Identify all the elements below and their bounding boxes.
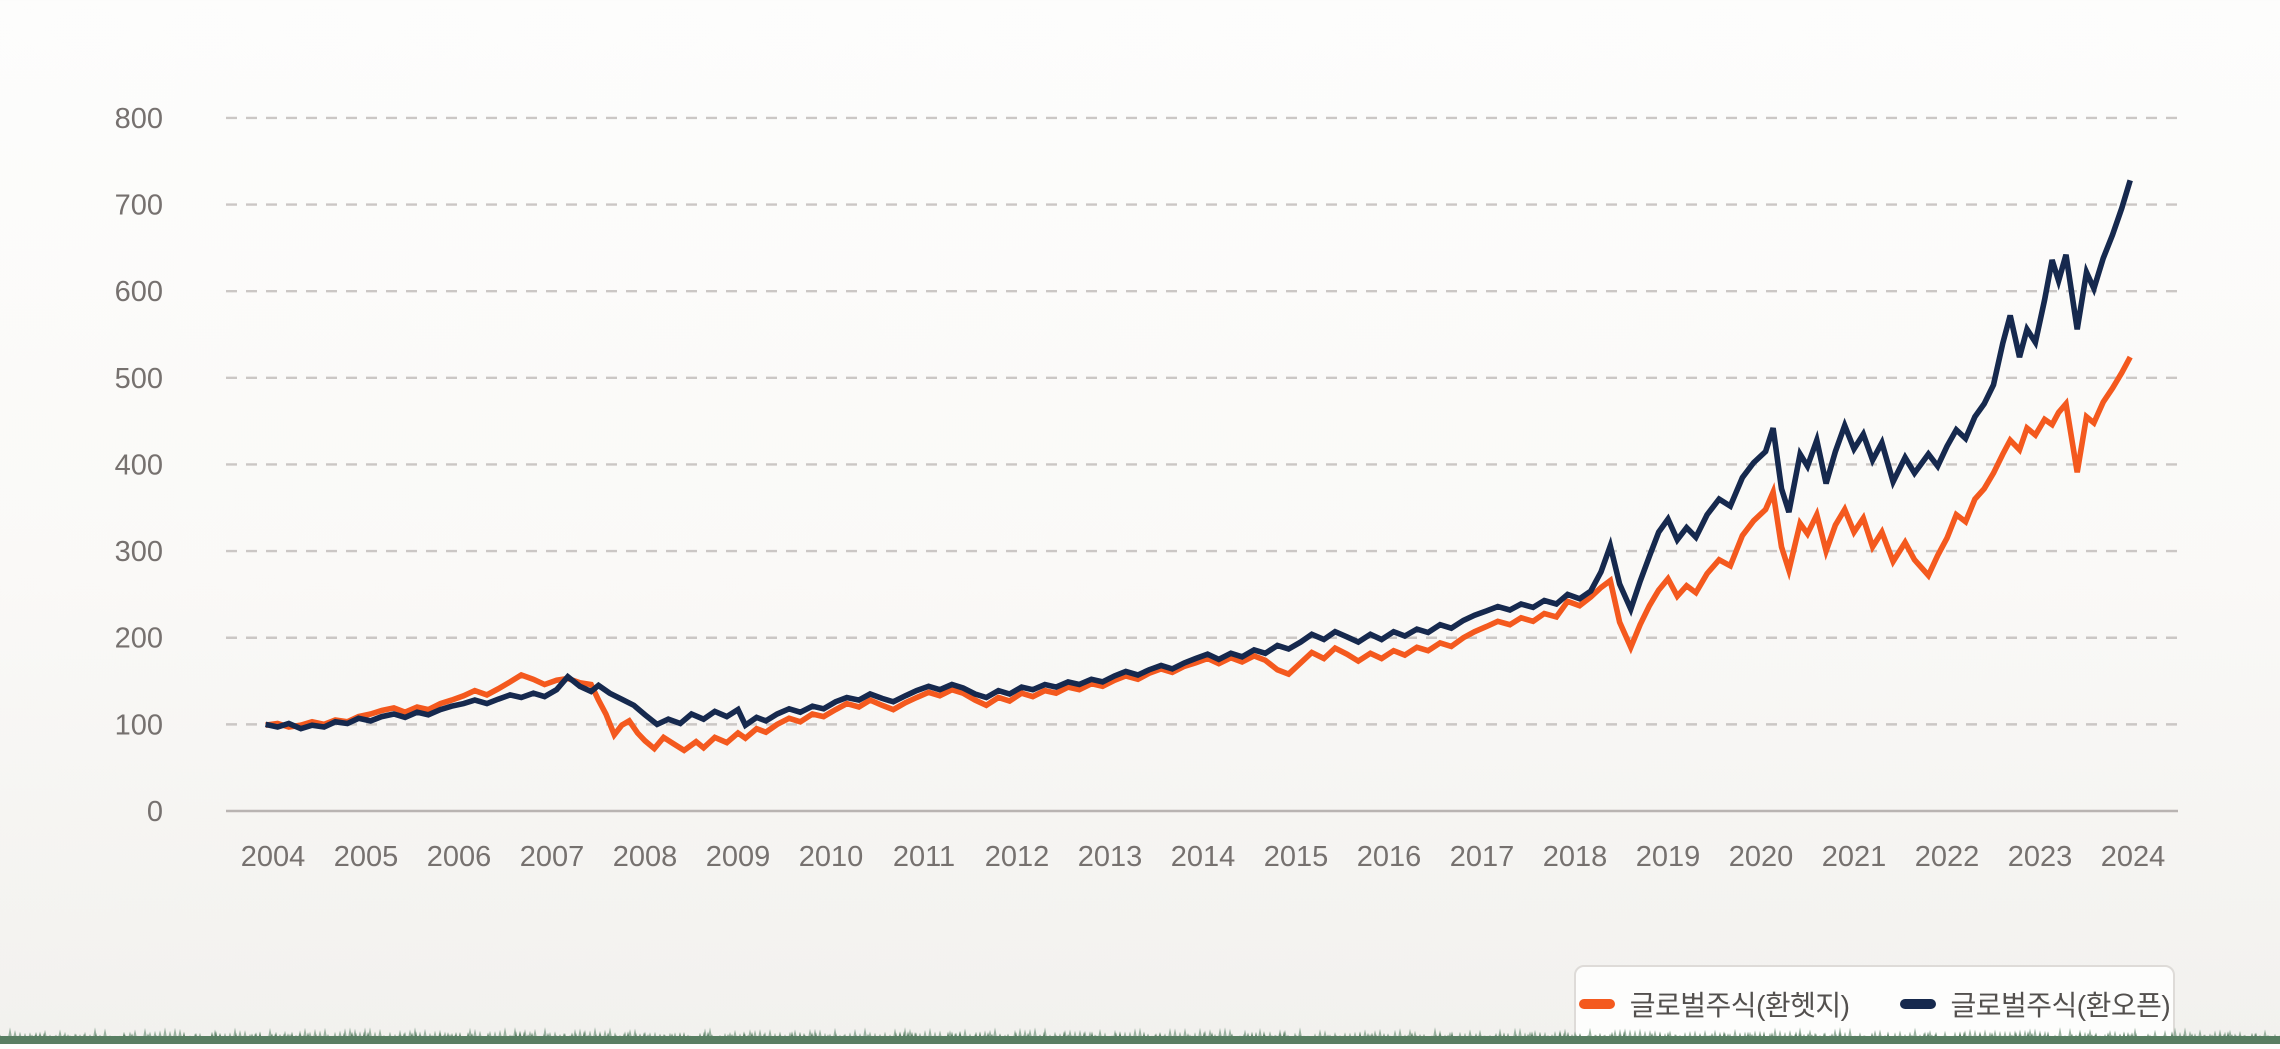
x-axis-tick-label: 2012 — [985, 841, 1050, 873]
grass-base — [0, 1036, 2280, 1044]
legend-item-hedged: 글로벌주식(환헷지) — [1578, 984, 1850, 1024]
x-axis-tick-label: 2010 — [799, 841, 864, 873]
x-axis-tick-label: 2014 — [1171, 841, 1236, 873]
gridlines — [226, 116, 2178, 813]
x-axis-tick-label: 2013 — [1078, 841, 1143, 873]
x-axis-tick-label: 2008 — [613, 841, 678, 873]
x-axis-tick-label: 2022 — [1915, 841, 1980, 873]
y-axis-tick-label: 300 — [115, 536, 163, 568]
y-axis-tick-label: 500 — [115, 363, 163, 395]
y-axis-tick-label: 600 — [115, 276, 163, 308]
x-axis-tick-label: 2016 — [1357, 841, 1422, 873]
x-axis-tick-label: 2011 — [893, 841, 955, 873]
x-axis-tick-label: 2006 — [427, 841, 492, 873]
y-axis-tick-label: 800 — [115, 103, 163, 135]
x-axis-tick-label: 2023 — [2008, 841, 2073, 873]
x-axis-tick-label: 2017 — [1450, 841, 1515, 873]
x-axis-tick-label: 2005 — [334, 841, 399, 873]
x-axis-tick-label: 2021 — [1822, 841, 1887, 873]
y-axis-tick-label: 200 — [115, 623, 163, 655]
y-axis-tick-label: 100 — [115, 709, 163, 741]
x-axis-tick-label: 2020 — [1729, 841, 1794, 873]
series-line-hedged — [265, 355, 2133, 754]
y-axis-tick-label: 0 — [147, 796, 163, 828]
legend-swatch-open — [1899, 999, 1936, 1009]
series-line-open — [265, 179, 2133, 732]
y-axis-labels: 800 700 600 500 400 300 200 100 0 — [115, 103, 163, 828]
grass-decoration — [0, 1027, 2280, 1044]
x-axis-tick-label: 2007 — [520, 841, 585, 873]
x-axis-tick-label: 2018 — [1543, 841, 1608, 873]
x-axis-tick-label: 2019 — [1636, 841, 1701, 873]
legend-swatch-hedged — [1578, 999, 1615, 1009]
y-axis-tick-label: 700 — [115, 190, 163, 222]
x-axis-tick-label: 2004 — [241, 841, 306, 873]
x-axis-tick-label: 2024 — [2101, 841, 2166, 873]
y-axis-tick-label: 400 — [115, 449, 163, 481]
x-axis-labels: 2004 2005 2006 2007 2008 2009 2010 2011 2012 2013… — [241, 841, 2166, 873]
legend-label-open: 글로벌주식(환오픈) — [1950, 990, 2171, 1021]
x-axis-tick-label: 2015 — [1264, 841, 1329, 873]
x-axis-tick-label: 2009 — [706, 841, 771, 873]
legend-item-open: 글로벌주식(환오픈) — [1899, 984, 2171, 1024]
legend-label-hedged: 글로벌주식(환헷지) — [1629, 990, 1850, 1021]
